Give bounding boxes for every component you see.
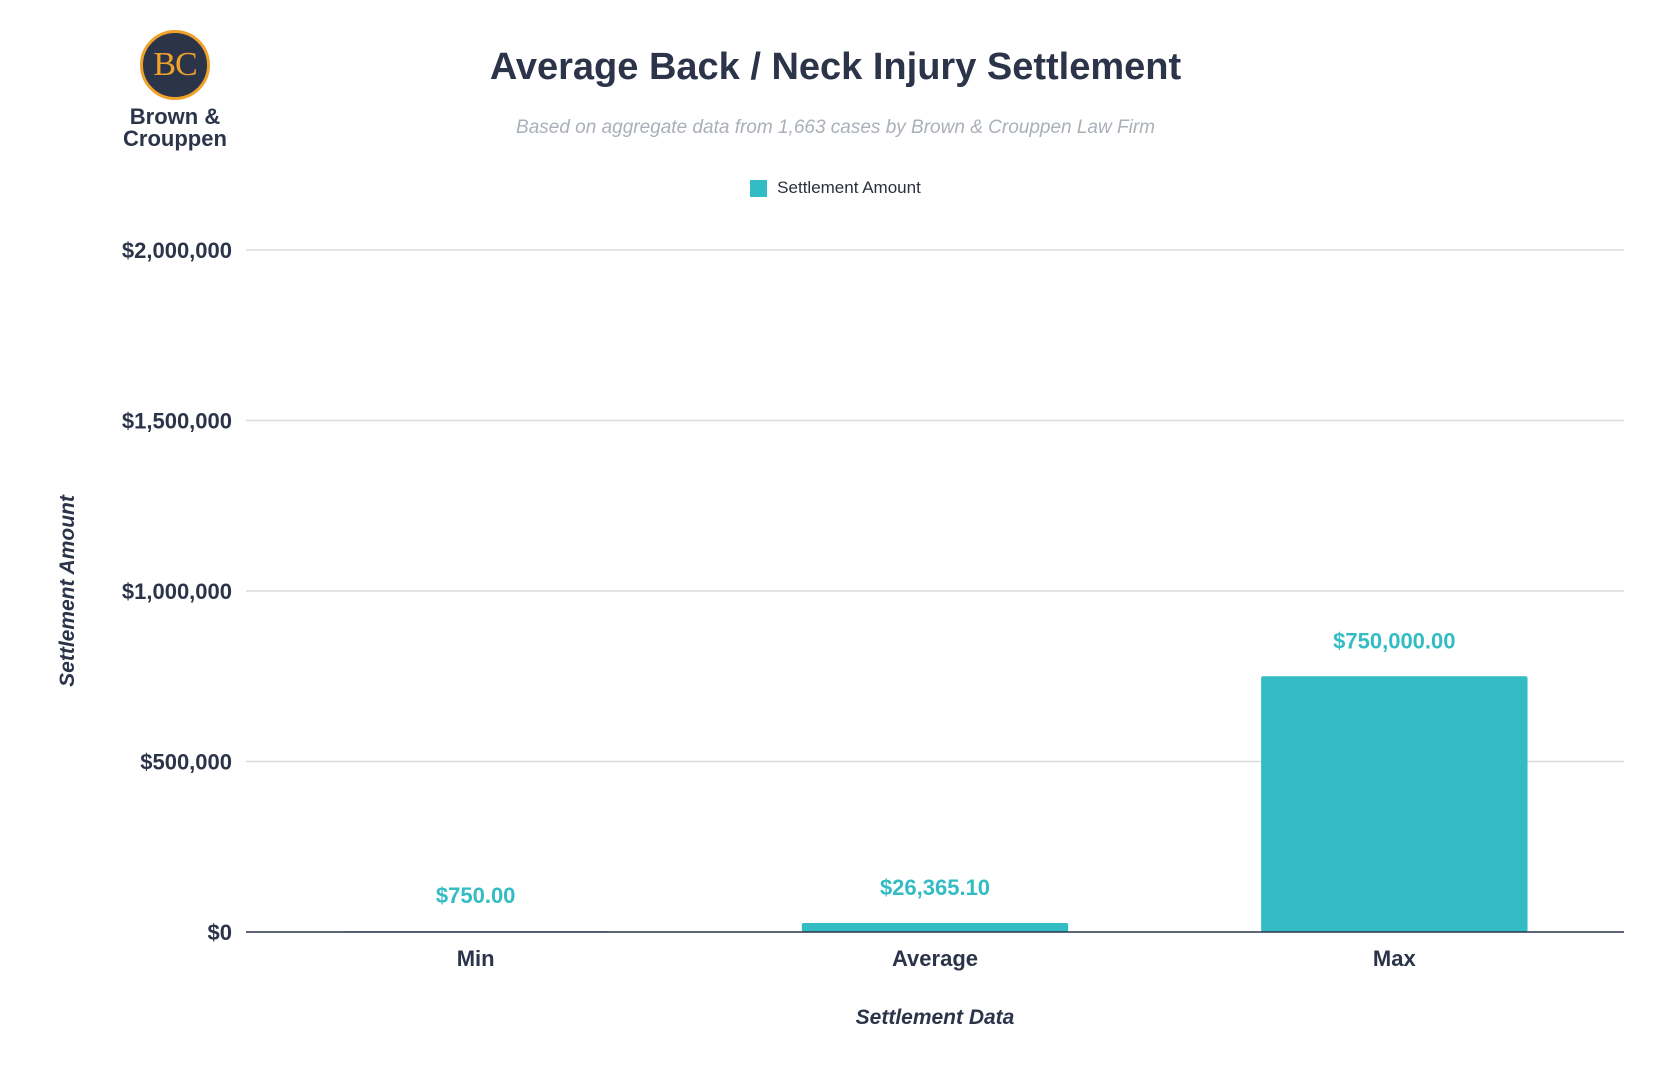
data-label-average: $26,365.10 [880, 875, 990, 900]
y-axis-title: Settlement Amount [56, 494, 79, 687]
data-label-min: $750.00 [436, 883, 516, 908]
x-axis-tick-labels: Min Average Max [457, 946, 1417, 971]
x-tick-label-average: Average [892, 946, 978, 971]
y-tick-label: $1,000,000 [122, 579, 232, 604]
y-tick-label: $1,500,000 [122, 409, 232, 434]
chart-title: Average Back / Neck Injury Settlement [489, 46, 1182, 88]
logo-initials: BC [153, 46, 197, 83]
bar-max [1261, 676, 1528, 932]
x-tick-label-max: Max [1373, 946, 1417, 971]
legend-label: Settlement Amount [777, 178, 921, 197]
chart-subtitle: Based on aggregate data from 1,663 cases… [516, 117, 1155, 138]
brand-logo: BC Brown & Crouppen [100, 30, 250, 150]
bar-average [801, 923, 1069, 932]
x-axis-title: Settlement Data [856, 1006, 1015, 1029]
data-label-max: $750,000.00 [1333, 628, 1455, 653]
logo-monogram: BC [140, 30, 210, 100]
y-axis-tick-labels: $0 $500,000 $1,000,000 $1,500,000 $2,000,000 [122, 238, 232, 945]
y-tick-label: $0 [208, 920, 232, 945]
y-tick-label: $500,000 [140, 750, 232, 775]
legend-swatch [750, 179, 768, 197]
data-labels: $750.00 $26,365.10 $750,000.00 [436, 628, 1456, 908]
chart-legend: Settlement Amount [0, 178, 1671, 198]
logo-name: Brown & Crouppen [123, 104, 227, 151]
x-tick-label-min: Min [457, 946, 495, 971]
y-tick-label: $2,000,000 [122, 238, 232, 263]
